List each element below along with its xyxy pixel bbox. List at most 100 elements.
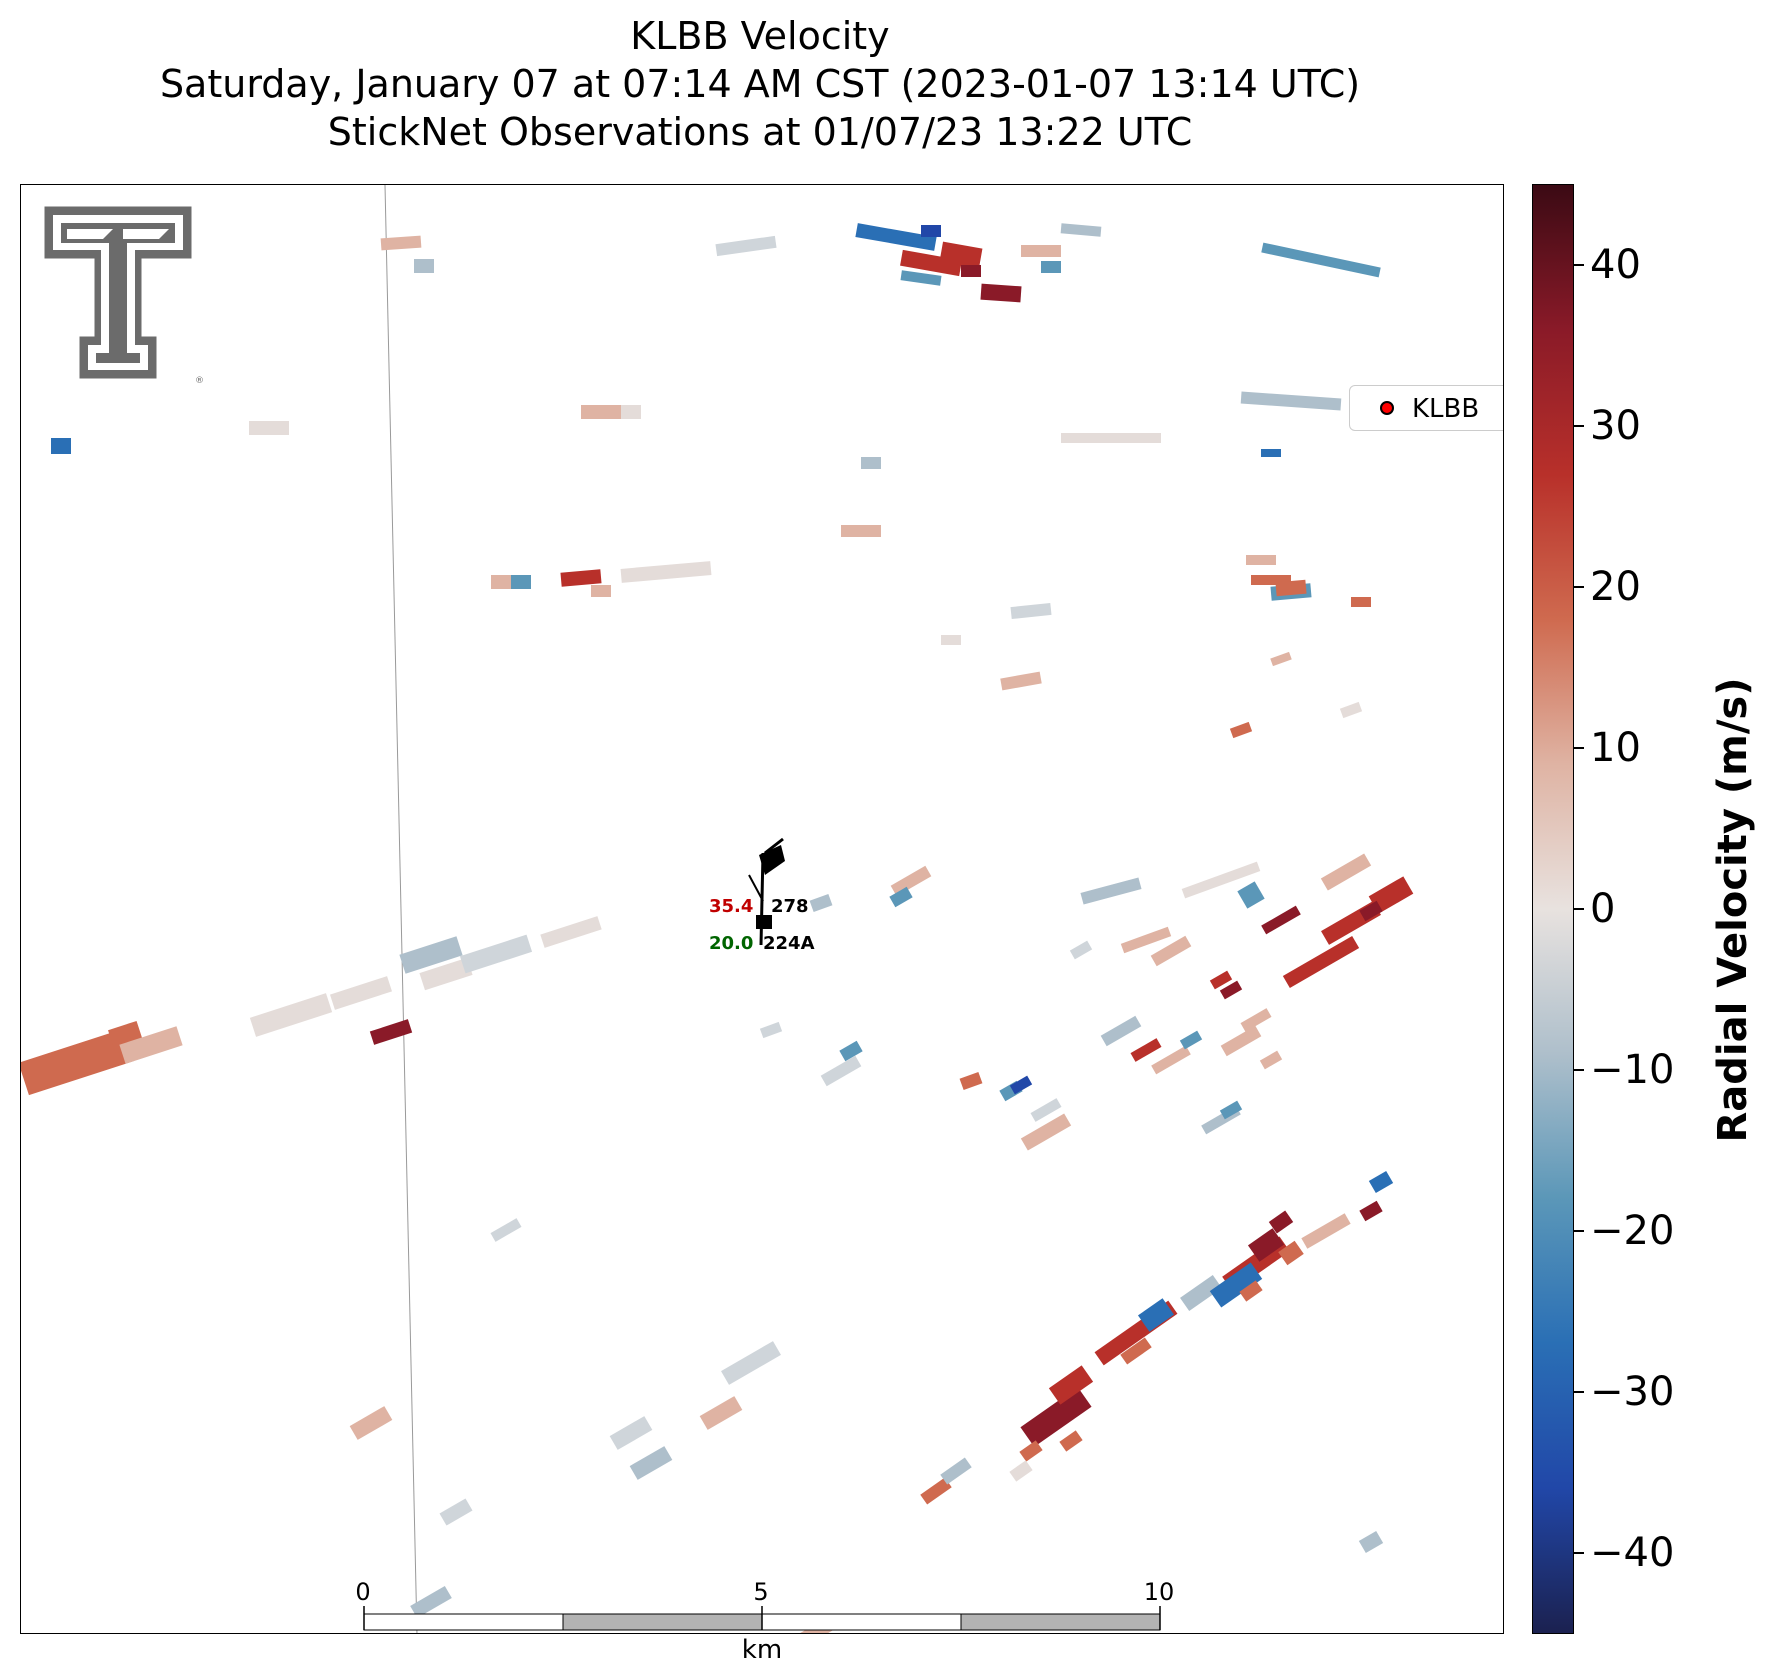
velocity-gate [1278,1240,1304,1266]
colorbar-tick-label: 40 [1590,241,1641,288]
map-subtitle-obs: StickNet Observations at 01/07/23 13:22 … [327,110,1193,154]
velocity-gate [1180,1274,1222,1312]
colorbar-tick-label: 10 [1590,724,1641,771]
map-title: KLBB Velocity [630,14,890,58]
velocity-gate [1137,1298,1175,1332]
velocity-gate [21,1028,134,1096]
velocity-gate [1282,935,1360,989]
velocity-gate [410,1585,452,1619]
velocity-gate [1019,1440,1043,1462]
velocity-gate [839,1040,863,1062]
map-legend: KLBB [1349,385,1503,431]
velocity-gate [1261,905,1301,935]
colorbar-tick-label: 30 [1590,402,1641,449]
radar-site-marker-icon [1380,401,1394,415]
velocity-gate [349,1406,393,1440]
colorbar-tick-label: −10 [1590,1047,1675,1094]
velocity-gate [1080,877,1142,905]
velocity-gate [1181,861,1261,899]
velocity-gate [369,1019,413,1045]
radar-velocity-layer: ® [21,185,1414,1633]
velocity-gate [1150,935,1192,967]
velocity-gate [1020,1113,1072,1151]
colorbar [1532,184,1574,1634]
velocity-gate [1179,1030,1203,1050]
velocity-gate [1240,391,1342,411]
velocity-gate [921,225,941,237]
velocity-gate [51,438,71,454]
scalebar-unit: km [741,1635,783,1665]
velocity-gate [1009,1460,1033,1482]
scale-bar [363,1606,1161,1631]
velocity-gate [890,865,932,897]
velocity-gate [889,886,913,908]
velocity-gate [959,1071,983,1091]
colorbar-tick-label: −40 [1590,1530,1675,1577]
velocity-gate [1261,242,1381,278]
velocity-gate [419,957,473,991]
velocity-gate [629,1446,673,1480]
velocity-gate [1048,1365,1094,1405]
velocity-gate [1041,261,1061,273]
velocity-gate [1359,1200,1383,1222]
velocity-gate [1219,980,1243,1000]
velocity-gate [940,1457,972,1485]
velocity-gate [581,405,621,419]
station-wind-direction: 278 [771,896,809,917]
velocity-gate [939,241,983,269]
velocity-gate [715,235,777,257]
velocity-gate [1229,721,1253,739]
velocity-gate [855,223,937,251]
velocity-gate [511,575,531,589]
velocity-gate [1030,1098,1062,1122]
velocity-gate [841,525,881,537]
velocity-gate [621,405,641,419]
velocity-gate [560,569,602,587]
svg-text:®: ® [195,376,204,386]
colorbar-tick-label: −20 [1590,1208,1675,1255]
velocity-gate [1219,1100,1243,1120]
velocity-gate [1120,926,1172,954]
velocity-gate [759,1021,783,1039]
station-dewpoint: 20.0 [709,933,754,954]
velocity-gate [439,1498,473,1526]
velocity-gate [861,457,881,469]
velocity-gate [490,1218,522,1242]
velocity-gate [1368,876,1414,914]
velocity-gate [1270,651,1292,667]
colorbar-tick-label: −30 [1590,1369,1675,1416]
velocity-gate [1151,1045,1191,1075]
velocity-gate [1021,245,1061,257]
velocity-gate [1268,1210,1294,1234]
sticknet-station-224A[interactable] [748,837,785,946]
velocity-gate [1010,602,1052,620]
velocity-gate [1000,671,1042,691]
velocity-gate [1339,701,1363,719]
velocity-gate [1351,597,1371,607]
velocity-gate [941,635,961,645]
velocity-gate [380,235,422,251]
scalebar-label-0: 0 [355,1578,371,1606]
velocity-gate [900,249,962,277]
county-boundary [384,185,418,1633]
velocity-gate [1061,433,1101,443]
velocity-gate [1275,579,1307,597]
radar-map[interactable]: ® KLBB 35.4 278 20.0 224A [20,184,1504,1634]
velocity-gate [1069,940,1093,960]
velocity-gate [980,283,1022,303]
velocity-gate [1368,1170,1394,1194]
velocity-gate [459,934,533,974]
velocity-gate [591,585,611,597]
velocity-gate [1209,970,1233,990]
velocity-gate [249,993,333,1037]
velocity-gate [961,265,981,277]
velocity-gate [1060,223,1102,237]
scalebar-label-10: 10 [1143,1578,1175,1606]
velocity-gate [1239,1280,1263,1302]
velocity-gate [1320,853,1372,891]
velocity-gate [399,936,463,974]
map-subtitle-time: Saturday, January 07 at 07:14 AM CST (20… [159,62,1361,106]
velocity-gate [540,916,602,948]
velocity-gate [1240,1008,1272,1032]
velocity-gate [249,421,289,435]
